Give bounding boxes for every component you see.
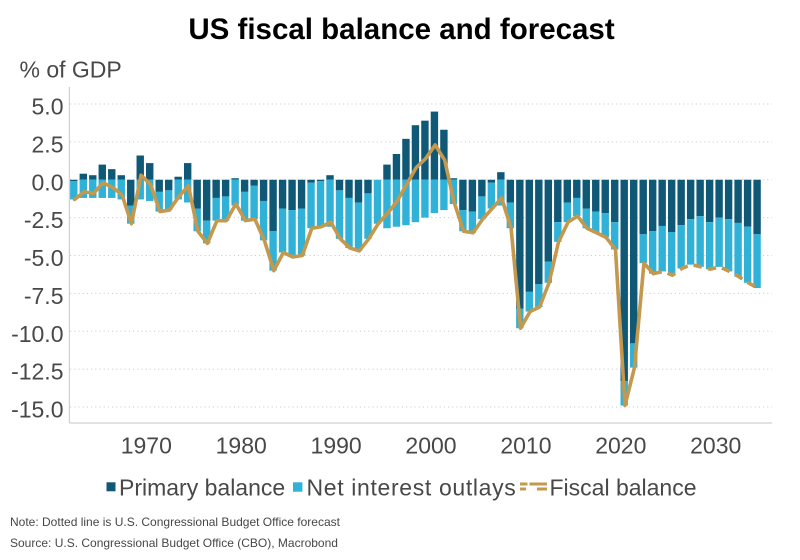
svg-text:2020: 2020	[595, 432, 646, 458]
svg-text:Net interest outlays: Net interest outlays	[307, 474, 517, 500]
svg-text:-5.0: -5.0	[24, 245, 64, 271]
svg-text:-7.5: -7.5	[24, 283, 64, 309]
svg-text:Note: Dotted line is U.S. Cong: Note: Dotted line is U.S. Congressional …	[10, 515, 341, 529]
svg-text:1970: 1970	[121, 432, 172, 458]
svg-text:Source: U.S. Congressional Bud: Source: U.S. Congressional Budget Office…	[10, 536, 338, 550]
svg-text:1980: 1980	[216, 432, 267, 458]
svg-text:2030: 2030	[690, 432, 741, 458]
svg-text:US fiscal balance and forecast: US fiscal balance and forecast	[188, 13, 614, 46]
svg-text:-2.5: -2.5	[24, 207, 64, 233]
svg-text:Primary balance: Primary balance	[119, 474, 285, 500]
svg-text:Fiscal balance: Fiscal balance	[550, 474, 697, 500]
svg-text:2000: 2000	[405, 432, 456, 458]
svg-text:5.0: 5.0	[32, 94, 64, 120]
svg-text:0.0: 0.0	[32, 169, 64, 195]
svg-text:-12.5: -12.5	[11, 359, 63, 385]
svg-text:-10.0: -10.0	[11, 321, 63, 347]
svg-text:1990: 1990	[311, 432, 362, 458]
svg-text:2.5: 2.5	[32, 131, 64, 157]
svg-text:% of GDP: % of GDP	[20, 57, 122, 83]
svg-text:-15.0: -15.0	[11, 397, 63, 423]
svg-text:2010: 2010	[500, 432, 551, 458]
